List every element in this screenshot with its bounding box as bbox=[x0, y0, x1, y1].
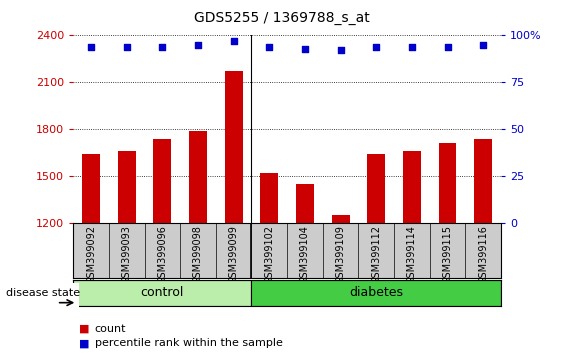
Text: diabetes: diabetes bbox=[349, 286, 403, 299]
Text: GSM399116: GSM399116 bbox=[478, 225, 488, 284]
Bar bbox=[296, 184, 314, 223]
Point bbox=[229, 38, 238, 44]
Text: GSM399099: GSM399099 bbox=[229, 225, 239, 284]
Text: control: control bbox=[141, 286, 184, 299]
Point bbox=[443, 44, 452, 50]
Text: GSM399104: GSM399104 bbox=[300, 225, 310, 284]
Point bbox=[479, 42, 488, 47]
Bar bbox=[367, 154, 385, 223]
Text: GSM399093: GSM399093 bbox=[122, 225, 132, 284]
Text: ■: ■ bbox=[79, 338, 90, 348]
Point bbox=[122, 44, 131, 50]
Bar bbox=[82, 154, 100, 223]
Point bbox=[158, 44, 167, 50]
Text: GSM399098: GSM399098 bbox=[193, 225, 203, 284]
Text: percentile rank within the sample: percentile rank within the sample bbox=[95, 338, 283, 348]
Text: GSM399096: GSM399096 bbox=[157, 225, 167, 284]
Point bbox=[265, 44, 274, 50]
Text: GSM399109: GSM399109 bbox=[336, 225, 346, 284]
Text: count: count bbox=[95, 324, 126, 333]
Text: ■: ■ bbox=[79, 324, 90, 333]
Text: GSM399115: GSM399115 bbox=[443, 225, 453, 284]
Text: GSM399112: GSM399112 bbox=[371, 225, 381, 284]
Point bbox=[87, 44, 96, 50]
Point bbox=[336, 47, 345, 53]
Point bbox=[301, 46, 310, 51]
Bar bbox=[153, 138, 171, 223]
Bar bbox=[118, 151, 136, 223]
Bar bbox=[225, 72, 243, 223]
Bar bbox=[73, 280, 252, 306]
Bar bbox=[260, 173, 278, 223]
Point bbox=[194, 42, 203, 47]
Point bbox=[372, 44, 381, 50]
Bar bbox=[189, 131, 207, 223]
Bar bbox=[332, 215, 350, 223]
Text: GSM399114: GSM399114 bbox=[407, 225, 417, 284]
Bar bbox=[403, 151, 421, 223]
Bar bbox=[252, 280, 501, 306]
Bar bbox=[474, 138, 492, 223]
Text: disease state: disease state bbox=[6, 288, 80, 298]
Text: GSM399092: GSM399092 bbox=[86, 225, 96, 284]
Bar bbox=[439, 143, 457, 223]
Text: GDS5255 / 1369788_s_at: GDS5255 / 1369788_s_at bbox=[194, 11, 369, 25]
Text: GSM399102: GSM399102 bbox=[264, 225, 274, 284]
Point bbox=[408, 44, 417, 50]
